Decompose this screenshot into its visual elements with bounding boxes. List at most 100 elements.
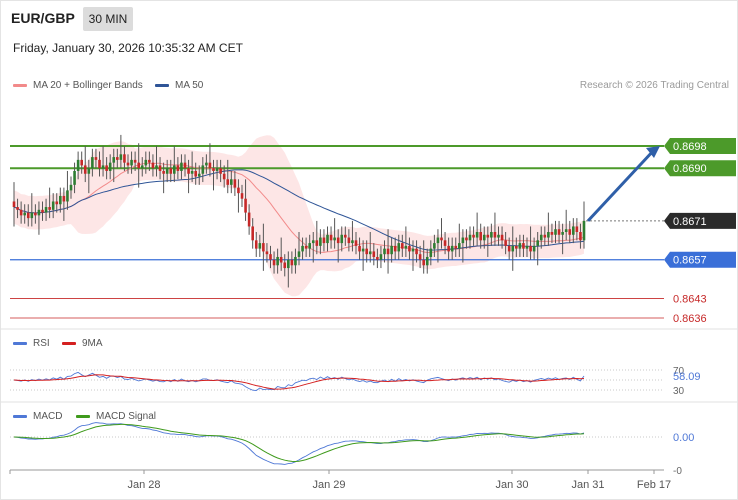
candle-body <box>550 232 554 235</box>
candle-body <box>372 251 376 257</box>
support-1-label: 0.8643 <box>673 294 707 306</box>
resistance-2-label: 0.8698 <box>673 141 707 153</box>
candle-body <box>443 240 447 246</box>
candle-body <box>105 165 108 171</box>
candle-body <box>561 232 564 235</box>
projection-arrow <box>586 148 656 222</box>
candle-body <box>187 168 190 174</box>
legend-rsi-ma: 9MA <box>62 338 103 349</box>
candle-body <box>269 254 272 260</box>
projection-arrowhead <box>646 146 660 158</box>
header: EUR/GBP 30 MIN <box>0 0 738 36</box>
candle-body <box>425 256 429 266</box>
candle-body <box>80 159 83 166</box>
candle-body <box>575 226 579 232</box>
candle-body <box>579 232 582 241</box>
candle-body <box>276 256 279 266</box>
candle-body <box>194 170 197 177</box>
candle-body <box>572 226 575 235</box>
candle-body <box>472 234 475 238</box>
candle-body <box>564 229 568 232</box>
candle-body <box>486 234 490 238</box>
candle-body <box>390 245 393 255</box>
legend-ma50-label: MA 50 <box>175 80 204 91</box>
datetime-label: Friday, January 30, 2026 10:35:32 AM CET <box>13 41 243 55</box>
candle-body <box>16 207 19 210</box>
legend-macd-signal-label: MACD Signal <box>96 411 157 422</box>
candle-body <box>222 173 226 180</box>
candle-body <box>365 248 368 255</box>
x-tick-label: Jan 30 <box>495 479 528 491</box>
candle-body <box>322 237 326 244</box>
candle-body <box>12 201 16 208</box>
candle-body <box>465 237 468 241</box>
candle-body <box>180 162 183 171</box>
rsi-ma-line <box>13 374 585 390</box>
candle-body <box>308 243 311 249</box>
candle-body <box>482 234 486 241</box>
legend-ma20: MA 20 + Bollinger Bands <box>13 80 143 91</box>
legend-macd: MACD <box>13 411 62 422</box>
candle-body <box>379 254 383 260</box>
candle-body <box>543 234 547 238</box>
candle-body <box>539 234 543 241</box>
candle-body <box>361 248 365 252</box>
candle-body <box>205 162 208 166</box>
candle-body <box>119 154 123 160</box>
candle-body <box>376 256 379 260</box>
candle-body <box>26 212 30 219</box>
candle-body <box>48 207 51 210</box>
legend-ma20-label: MA 20 + Bollinger Bands <box>33 80 143 91</box>
candle-body <box>315 240 319 246</box>
candle-body <box>244 198 247 213</box>
legend-macd-label: MACD <box>33 411 63 422</box>
candle-body <box>433 243 436 249</box>
candle-body <box>169 168 173 174</box>
candle-body <box>368 251 372 255</box>
candle-body <box>287 259 290 269</box>
candle-body <box>525 245 529 249</box>
candle-body <box>108 162 112 171</box>
candle-body <box>237 187 240 194</box>
support-2-label: 0.8636 <box>673 313 707 325</box>
macd-tick-neg: -0 <box>673 466 682 477</box>
candle-body <box>347 237 351 244</box>
candle-body <box>41 209 44 213</box>
resistance-1-label: 0.8690 <box>673 163 707 175</box>
candle-body <box>401 243 404 249</box>
timeframe-button[interactable]: 30 MIN <box>83 7 133 31</box>
x-tick-label: Feb 17 <box>637 479 671 491</box>
candle-body <box>461 237 465 244</box>
last-price-tag <box>664 212 736 229</box>
candle-body <box>468 234 472 241</box>
candle-body <box>490 232 493 238</box>
candle-body <box>69 184 73 191</box>
candle-body <box>557 229 561 235</box>
candle-body <box>493 232 497 238</box>
candle-body <box>272 259 276 266</box>
candle-body <box>536 240 539 246</box>
candle-body <box>475 232 479 238</box>
candle-body <box>230 179 233 185</box>
candle-body <box>582 220 586 241</box>
candle-body <box>319 237 322 246</box>
symbol-title: EUR/GBP <box>11 10 75 26</box>
candle-body <box>447 245 450 252</box>
candle-body <box>133 159 137 163</box>
candle-body <box>386 248 390 255</box>
candle-body <box>94 157 98 160</box>
candle-body <box>418 254 422 260</box>
candle-body <box>155 165 158 169</box>
candle-body <box>547 232 550 238</box>
candle-body <box>55 201 59 205</box>
candle-body <box>294 256 297 266</box>
candle-body <box>176 165 180 171</box>
legend-rsi-ma-label: 9MA <box>82 338 103 349</box>
rsi-ma-swatch <box>62 342 76 345</box>
candle-body <box>151 162 155 169</box>
candle-body <box>59 195 62 205</box>
pivot-tag <box>664 251 736 268</box>
candle-body <box>62 195 66 202</box>
candle-body <box>101 165 105 169</box>
legend-macd-signal: MACD Signal <box>76 411 156 422</box>
